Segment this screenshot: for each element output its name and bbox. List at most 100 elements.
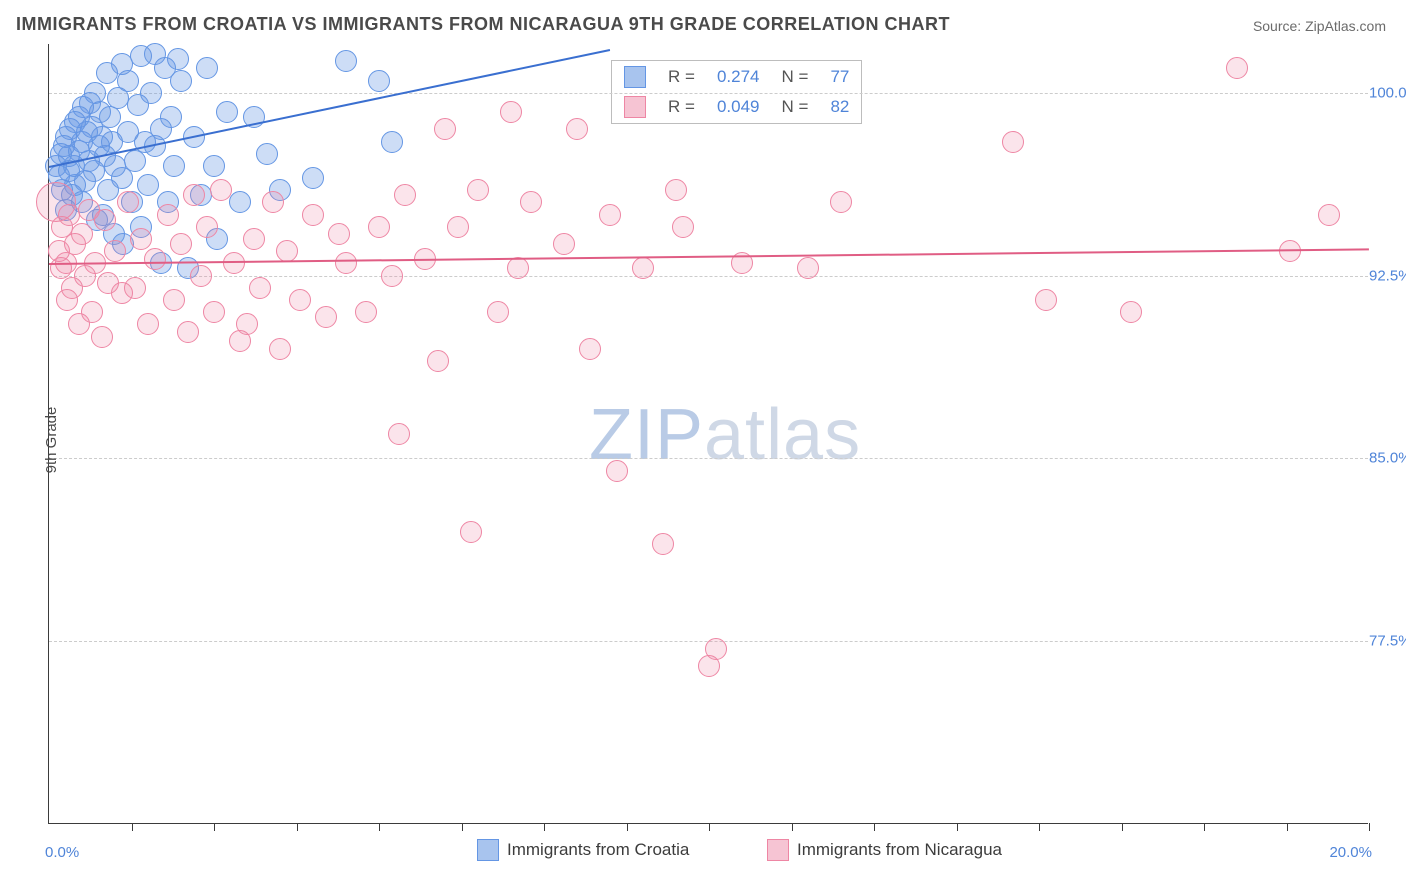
x-tick <box>544 823 545 831</box>
data-point <box>368 70 390 92</box>
correlation-row: R = 0.049 N = 82 <box>614 93 859 121</box>
data-point <box>672 216 694 238</box>
data-point <box>315 306 337 328</box>
data-point <box>606 460 628 482</box>
series-legend-croatia: Immigrants from Croatia <box>477 839 689 861</box>
data-point <box>137 174 159 196</box>
watermark-right: atlas <box>704 395 861 475</box>
data-point <box>328 223 350 245</box>
legend-eq: = <box>685 67 695 86</box>
legend-label-r: R <box>668 67 680 86</box>
y-tick-label: 100.0% <box>1369 84 1406 101</box>
data-point <box>797 257 819 279</box>
legend-label-r: R <box>668 97 680 116</box>
x-tick <box>792 823 793 831</box>
data-point <box>632 257 654 279</box>
x-tick <box>1369 823 1370 831</box>
data-point <box>236 313 258 335</box>
gridline <box>49 93 1368 94</box>
data-point <box>394 184 416 206</box>
data-point <box>460 521 482 543</box>
y-tick-label: 85.0% <box>1369 450 1406 467</box>
data-point <box>81 301 103 323</box>
data-point <box>276 240 298 262</box>
data-point <box>269 338 291 360</box>
data-point <box>1002 131 1024 153</box>
data-point <box>1120 301 1142 323</box>
x-axis-max-label: 20.0% <box>1329 844 1372 861</box>
data-point <box>223 252 245 274</box>
x-tick <box>1039 823 1040 831</box>
legend-swatch-icon <box>624 96 646 118</box>
legend-n-value: 77 <box>820 63 859 91</box>
data-point <box>99 106 121 128</box>
x-tick <box>132 823 133 831</box>
data-point <box>130 228 152 250</box>
data-point <box>163 289 185 311</box>
trend-line <box>49 249 1369 266</box>
data-point <box>335 252 357 274</box>
data-point <box>163 155 185 177</box>
x-tick <box>214 823 215 831</box>
data-point <box>520 191 542 213</box>
data-point <box>427 350 449 372</box>
data-point <box>1226 57 1248 79</box>
y-axis-label: 9th Grade <box>43 407 60 474</box>
watermark: ZIPatlas <box>589 394 861 476</box>
chart-title: IMMIGRANTS FROM CROATIA VS IMMIGRANTS FR… <box>16 14 950 35</box>
x-tick <box>709 823 710 831</box>
plot-area: ZIPatlas R = 0.274 N = 77 R = 0.049 N = … <box>48 44 1368 824</box>
data-point <box>210 179 232 201</box>
data-point <box>229 191 251 213</box>
data-point <box>196 57 218 79</box>
data-point <box>368 216 390 238</box>
data-point <box>262 191 284 213</box>
data-point <box>124 150 146 172</box>
data-point <box>566 118 588 140</box>
data-point <box>144 248 166 270</box>
x-tick <box>627 823 628 831</box>
correlation-row: R = 0.274 N = 77 <box>614 63 859 91</box>
series-legend-nicaragua: Immigrants from Nicaragua <box>767 839 1002 861</box>
source-label: Source: ZipAtlas.com <box>1253 18 1386 34</box>
legend-swatch-icon <box>477 839 499 861</box>
data-point <box>355 301 377 323</box>
data-point <box>302 167 324 189</box>
x-tick <box>1122 823 1123 831</box>
data-point <box>830 191 852 213</box>
x-axis-min-label: 0.0% <box>45 844 79 861</box>
data-point <box>553 233 575 255</box>
gridline <box>49 276 1368 277</box>
legend-series-label: Immigrants from Nicaragua <box>797 840 1002 860</box>
data-point <box>289 289 311 311</box>
data-point <box>388 423 410 445</box>
data-point <box>91 326 113 348</box>
data-point <box>117 191 139 213</box>
gridline <box>49 458 1368 459</box>
data-point <box>665 179 687 201</box>
data-point <box>467 179 489 201</box>
data-point <box>140 82 162 104</box>
legend-r-value: 0.274 <box>707 63 770 91</box>
legend-label-n: N <box>782 97 794 116</box>
data-point <box>94 209 116 231</box>
data-point <box>216 101 238 123</box>
y-tick-label: 77.5% <box>1369 633 1406 650</box>
legend-swatch-icon <box>767 839 789 861</box>
x-tick <box>1204 823 1205 831</box>
data-point <box>157 204 179 226</box>
x-tick <box>379 823 380 831</box>
data-point <box>1318 204 1340 226</box>
data-point <box>190 265 212 287</box>
data-point <box>203 155 225 177</box>
data-point <box>599 204 621 226</box>
data-point <box>579 338 601 360</box>
data-point <box>256 143 278 165</box>
data-point <box>58 204 80 226</box>
data-point <box>160 106 182 128</box>
data-point <box>84 82 106 104</box>
legend-series-label: Immigrants from Croatia <box>507 840 689 860</box>
data-point <box>507 257 529 279</box>
data-point <box>434 118 456 140</box>
data-point <box>170 70 192 92</box>
